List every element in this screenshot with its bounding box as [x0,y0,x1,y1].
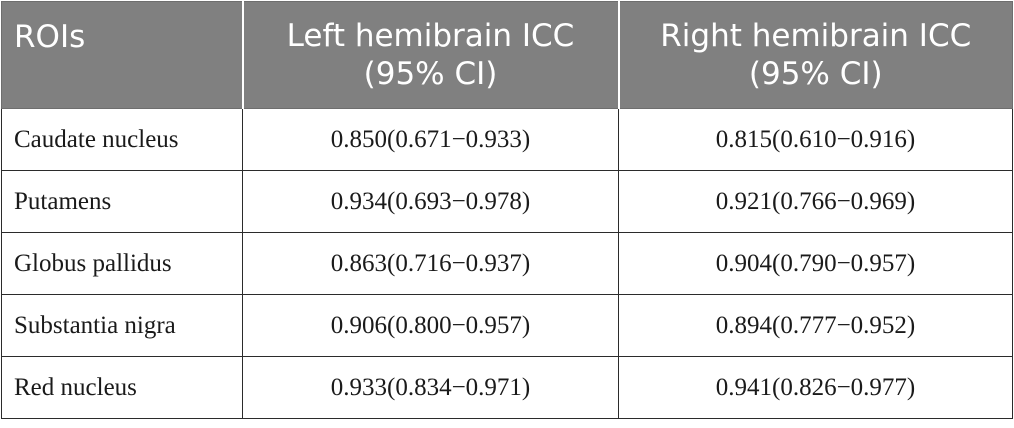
right-icc-cell: 0.941(0.826−0.977) [618,356,1013,419]
header-right-icc-line1: Right hemibrain ICC [660,18,972,54]
roi-cell: Caudate nucleus [1,108,243,171]
right-icc-cell: 0.921(0.766−0.969) [618,170,1013,233]
left-icc-cell: 0.863(0.716−0.937) [242,232,619,295]
header-rois: ROIs [1,1,244,109]
header-left-icc: Left hemibrain ICC (95% CI) [242,1,620,109]
right-icc-cell: 0.904(0.790−0.957) [618,232,1013,295]
left-icc-cell: 0.906(0.800−0.957) [242,294,619,357]
header-left-icc-line1: Left hemibrain ICC [286,18,575,54]
table-body: Caudate nucleus 0.850(0.671−0.933) 0.815… [1,108,1013,419]
table-row: Globus pallidus 0.863(0.716−0.937) 0.904… [1,232,1013,295]
table-row: Red nucleus 0.933(0.834−0.971) 0.941(0.8… [1,356,1013,419]
header-right-icc-line2: (95% CI) [748,56,883,92]
roi-cell: Globus pallidus [1,232,243,295]
right-icc-cell: 0.894(0.777−0.952) [618,294,1013,357]
header-left-icc-line2: (95% CI) [363,56,498,92]
table-row: Putamens 0.934(0.693−0.978) 0.921(0.766−… [1,170,1013,233]
right-icc-cell: 0.815(0.610−0.916) [618,108,1013,171]
roi-cell: Red nucleus [1,356,243,419]
roi-cell: Substantia nigra [1,294,243,357]
header-row: ROIs Left hemibrain ICC (95% CI) Right h… [1,1,1013,109]
left-icc-cell: 0.934(0.693−0.978) [242,170,619,233]
header-right-icc: Right hemibrain ICC (95% CI) [618,1,1013,109]
icc-table: ROIs Left hemibrain ICC (95% CI) Right h… [1,1,1013,419]
roi-cell: Putamens [1,170,243,233]
table-row: Caudate nucleus 0.850(0.671−0.933) 0.815… [1,108,1013,171]
table-header: ROIs Left hemibrain ICC (95% CI) Right h… [1,1,1013,109]
header-rois-label: ROIs [14,19,86,55]
left-icc-cell: 0.933(0.834−0.971) [242,356,619,419]
left-icc-cell: 0.850(0.671−0.933) [242,108,619,171]
table-row: Substantia nigra 0.906(0.800−0.957) 0.89… [1,294,1013,357]
